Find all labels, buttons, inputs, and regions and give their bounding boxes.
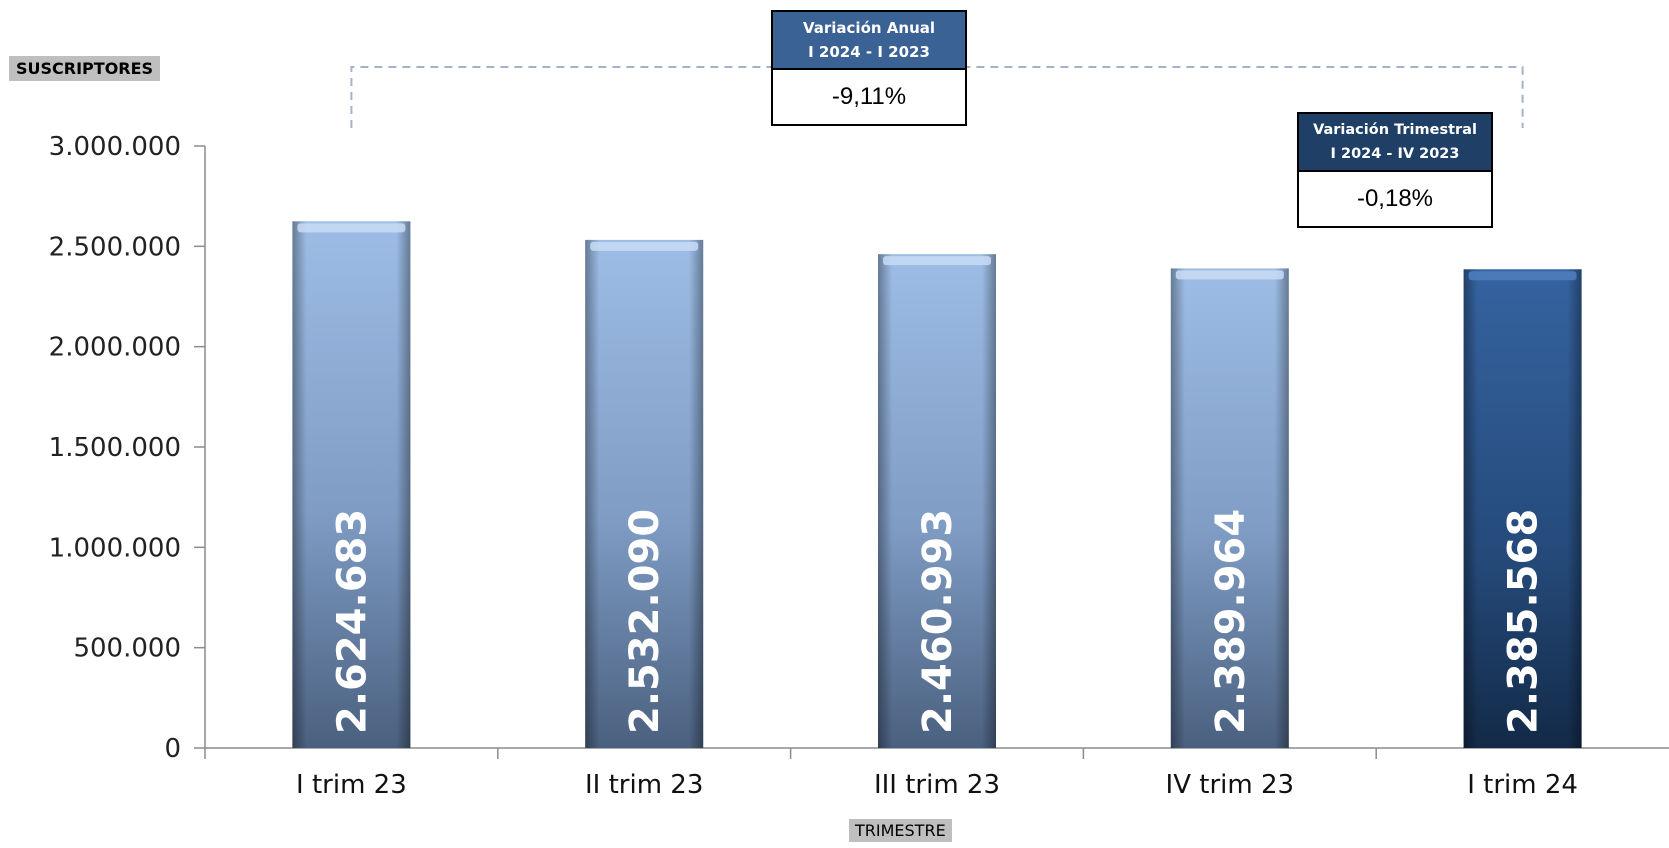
quarterly-variation-title-line2: I 2024 - IV 2023 bbox=[1330, 146, 1460, 162]
x-tick-label: I trim 23 bbox=[296, 770, 407, 800]
y-tick-label: 0 bbox=[164, 734, 181, 764]
y-tick-label: 1.000.000 bbox=[49, 533, 181, 563]
bars: I trim 23 2.624.683 II trim 23 2.532.090 III… bbox=[292, 221, 1582, 800]
x-axis-title: TRIMESTRE bbox=[849, 819, 952, 842]
quarterly-variation-title: Variación Trimestral I 2024 - IV 2023 bbox=[1299, 114, 1491, 172]
bar-shade bbox=[1170, 268, 1289, 748]
bar-group: I trim 23 2.624.683 bbox=[292, 221, 411, 800]
data-label: 2.624.683 bbox=[329, 509, 375, 734]
bar-group: II trim 23 2.532.090 bbox=[585, 239, 704, 800]
axes: 0 500.000 1.000.000 1.500.000 2.000.000 2.500… bbox=[49, 132, 1669, 764]
y-tick-label: 2.500.000 bbox=[49, 232, 181, 262]
x-tick-label: I trim 24 bbox=[1467, 770, 1578, 800]
quarterly-variation-value: -0,18% bbox=[1356, 185, 1434, 212]
y-axis-title: SUSCRIPTORES bbox=[9, 56, 161, 81]
bar-shade bbox=[292, 221, 411, 749]
x-tick-label: III trim 23 bbox=[874, 770, 1000, 800]
annual-variation-title: Variación Anual I 2024 - I 2023 bbox=[773, 12, 965, 70]
annual-variation-title-line2: I 2024 - I 2023 bbox=[808, 43, 930, 61]
annual-variation-value: -9,11% bbox=[831, 83, 907, 110]
y-tick-label: 3.000.000 bbox=[49, 132, 181, 162]
annual-variation-callout: Variación Anual I 2024 - I 2023 -9,11% bbox=[771, 10, 967, 126]
bar-shade bbox=[1463, 269, 1582, 748]
annual-variation-title-line1: Variación Anual bbox=[802, 19, 936, 37]
bar-shade bbox=[585, 239, 704, 749]
quarterly-variation-title-line1: Variación Trimestral bbox=[1313, 122, 1477, 138]
bar-group: I trim 24 2.385.568 bbox=[1463, 269, 1582, 800]
data-label: 2.460.993 bbox=[915, 509, 961, 734]
quarterly-variation-callout: Variación Trimestral I 2024 - IV 2023 -0… bbox=[1297, 112, 1493, 228]
x-tick-label: IV trim 23 bbox=[1166, 770, 1295, 800]
bar-bevel bbox=[1468, 271, 1577, 281]
data-label: 2.389.964 bbox=[1208, 509, 1254, 734]
bar-bevel bbox=[883, 256, 991, 266]
bar-bevel bbox=[590, 241, 699, 251]
bar-shade bbox=[878, 254, 996, 748]
bar-bevel bbox=[1175, 270, 1284, 280]
y-tick-label: 500.000 bbox=[73, 634, 181, 664]
y-tick-label: 2.000.000 bbox=[49, 333, 181, 363]
x-tick-label: II trim 23 bbox=[585, 770, 703, 800]
data-label: 2.385.568 bbox=[1501, 509, 1547, 734]
bar-group: IV trim 23 2.389.964 bbox=[1166, 268, 1295, 800]
y-tick-label: 1.500.000 bbox=[49, 433, 181, 463]
bar-bevel bbox=[297, 223, 406, 233]
bar-group: III trim 23 2.460.993 bbox=[874, 254, 1000, 800]
data-label: 2.532.090 bbox=[622, 509, 668, 734]
